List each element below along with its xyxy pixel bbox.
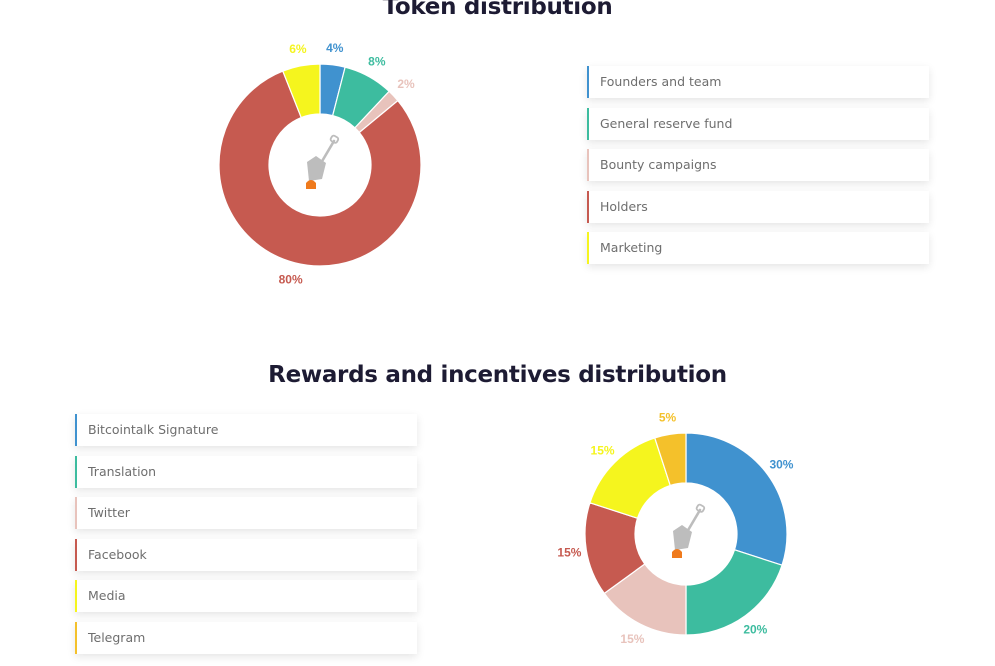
legend-label: Facebook — [88, 546, 147, 562]
legend-label: Translation — [88, 463, 157, 479]
legend-item-translation: Translation — [75, 455, 417, 488]
data-label-holders: 80% — [279, 272, 303, 286]
shovel-icon — [672, 503, 706, 558]
data-label-telegram: 5% — [659, 410, 677, 424]
legend-item-media: Media — [75, 580, 417, 612]
slice-marketing — [282, 63, 321, 119]
legend-item-facebook: Facebook — [75, 538, 417, 571]
slice-holders — [218, 70, 422, 267]
shovel-icon — [306, 134, 340, 189]
data-label-media: 15% — [591, 444, 615, 458]
legend-label: Telegram — [88, 629, 146, 645]
data-label-bitcointalk-signature: 30% — [769, 458, 793, 472]
legend-label: Bitcointalk Signature — [88, 422, 219, 437]
legend-label: Twitter — [88, 505, 130, 520]
token-distribution-donut-chart: 4% 8% 2% 80% 6% — [218, 41, 422, 286]
legend-item-twitter: Twitter — [75, 497, 417, 529]
token-distribution-legend: Founders and team General reserve fund Bou… — [587, 66, 929, 274]
data-label-twitter: 15% — [620, 632, 644, 646]
data-label-marketing: 6% — [289, 42, 307, 56]
legend-label: Bounty campaigns — [600, 157, 717, 172]
slice-bitcointalk-signature — [685, 432, 788, 566]
data-label-translation: 20% — [743, 622, 767, 636]
legend-item-general-reserve-fund: General reserve fund — [587, 107, 929, 140]
rewards-distribution-donut-chart: 30% 20% 15% 15% 15% 5% — [557, 410, 793, 646]
legend-item-holders: Holders — [587, 190, 929, 223]
legend-label: General reserve fund — [600, 115, 733, 131]
legend-item-telegram: Telegram — [75, 621, 417, 654]
legend-label: Founders and team — [600, 74, 722, 89]
data-label-bounty-campaigns: 2% — [397, 77, 415, 91]
token-distribution-title: Token distribution — [382, 0, 613, 20]
legend-item-founders-and-team: Founders and team — [587, 66, 929, 98]
slice-translation — [685, 549, 783, 636]
rewards-distribution-title: Rewards and incentives distribution — [268, 362, 727, 388]
legend-label: Media — [88, 588, 126, 603]
data-label-general-reserve-fund: 8% — [368, 55, 386, 69]
rewards-distribution-legend: Bitcointalk Signature Translation Twitter F… — [75, 414, 417, 663]
legend-item-bounty-campaigns: Bounty campaigns — [587, 149, 929, 181]
legend-label: Holders — [600, 198, 648, 214]
data-label-facebook: 15% — [557, 545, 581, 559]
legend-item-bitcointalk-signature: Bitcointalk Signature — [75, 414, 417, 446]
legend-label: Marketing — [600, 240, 663, 255]
slice-telegram — [654, 432, 687, 487]
legend-item-marketing: Marketing — [587, 232, 929, 264]
data-label-founders-and-team: 4% — [326, 41, 344, 55]
